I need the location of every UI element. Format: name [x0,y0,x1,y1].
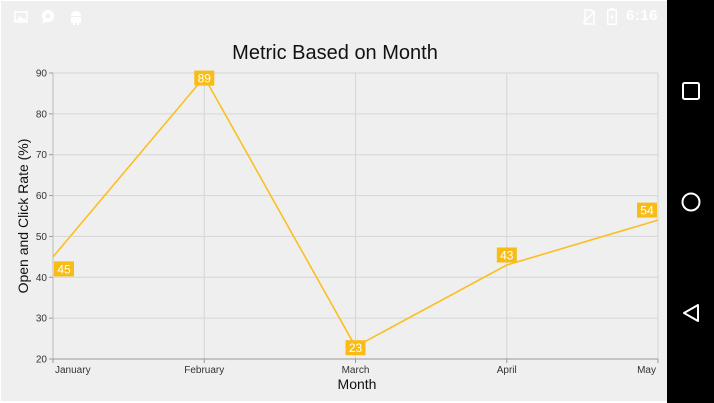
x-tick-label: March [342,365,370,376]
x-axis-title: Month [338,376,377,392]
battery-charging-icon [604,1,620,32]
recents-square-icon [682,82,700,100]
data-label: 45 [54,261,74,277]
x-tick-label: May [637,365,656,376]
y-tick-label: 80 [36,109,48,120]
y-tick-label: 20 [36,355,48,366]
data-label-text: 54 [640,204,654,218]
data-label-text: 89 [198,72,212,86]
status-bar: 6:16 [1,1,667,32]
status-clock: 6:16 [625,7,658,24]
data-label-box [54,261,74,277]
x-tick-label: February [184,365,224,376]
data-label: 23 [345,340,366,356]
y-tick-label: 50 [36,232,48,243]
back-button[interactable] [673,295,709,331]
data-label-box [496,247,517,263]
chart-grid [52,72,659,360]
home-circle-icon [681,192,701,212]
data-label-box [345,340,366,356]
app-screen: 6:16 20 30 40 50 60 70 80 90 January February Marc… [1,1,667,401]
chart-title: Metric Based on Month [232,42,438,64]
data-label-text: 45 [57,262,71,276]
data-label: 43 [496,247,517,263]
x-tick-label: April [497,365,517,376]
back-triangle-icon [683,304,699,322]
data-label-text: 23 [349,341,363,355]
y-axis-title: Open and Click Rate (%) [15,139,31,294]
android-icon [65,1,87,32]
data-label-box [637,202,657,218]
home-button[interactable] [673,184,709,220]
y-tick-label: 90 [36,69,48,80]
data-label: 89 [194,70,215,86]
y-tick-label: 40 [36,273,48,284]
data-label-text: 43 [500,249,514,263]
y-tick-label: 30 [36,314,48,325]
recents-button[interactable] [673,73,709,109]
x-tick-label: January [55,365,91,376]
data-label: 54 [637,202,657,218]
no-sim-icon [578,1,600,32]
chart-axes: 20 30 40 50 60 70 80 90 January February March Apri… [36,69,659,376]
data-label-group: 45 89 23 43 54 [54,70,657,356]
navigation-bar [667,0,714,403]
data-label-box [194,70,215,86]
y-tick-label: 60 [36,191,48,202]
image-icon [10,1,32,32]
chat-bubble-icon [37,1,59,32]
y-tick-label: 70 [36,150,48,161]
line-chart: 20 30 40 50 60 70 80 90 January February March Apri… [15,42,659,392]
